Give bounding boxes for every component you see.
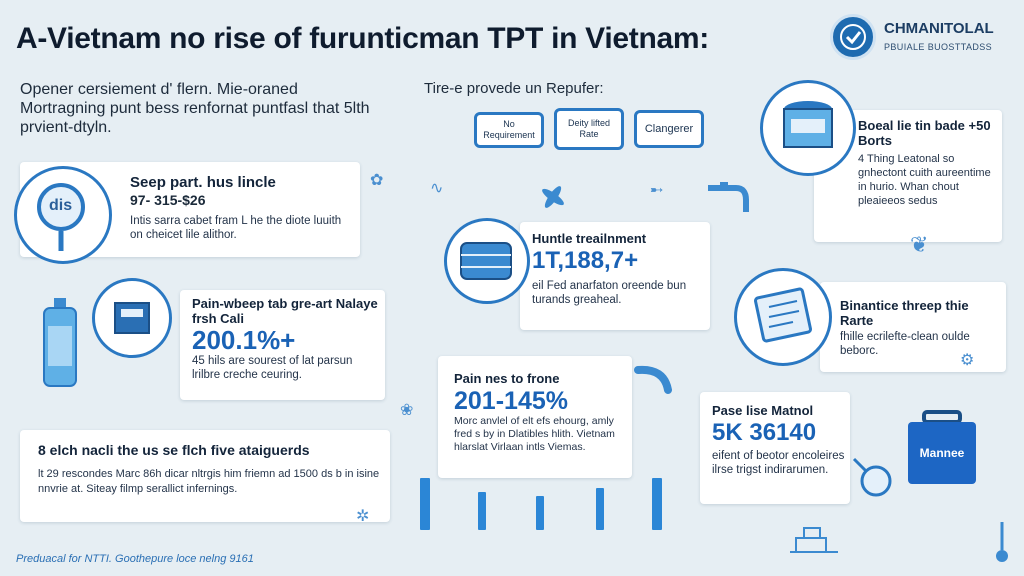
card2-stat: 200.1%+ — [192, 325, 296, 355]
jar-icon — [760, 80, 856, 176]
bubble-clangerer: Clangerer — [634, 110, 704, 148]
arrow-icon: ➸ — [650, 182, 664, 199]
card6-body: 4 Thing Leatonal so gnhectont cuith aure… — [858, 153, 991, 207]
card4-title: Huntle treailnment — [532, 231, 647, 246]
card8-title: Pase lise Matnol — [712, 403, 814, 418]
decor-bar — [420, 478, 430, 530]
card-binantice: Binantice threep thie Rarte fhille ecril… — [820, 282, 1006, 372]
machine-icon — [786, 520, 842, 556]
bottle-icon — [40, 296, 80, 388]
card-huntle-treatment: Huntle treailnment 1T,188,7+ eil Fed ana… — [520, 222, 710, 330]
syringe-icon — [990, 520, 1014, 564]
card4-stat: 1T,188,7+ — [532, 247, 639, 274]
card6-content: Boeal lie tin bade +50 Borts 4 Thing Lea… — [858, 118, 998, 208]
card1-title-wrap: Seep part. hus lincle 97- 315-$26 Intis … — [130, 174, 350, 242]
bubble-deity-rate: Deity lifted Rate — [554, 108, 624, 150]
card3-title: 8 elch nacli the us se flch five ataigue… — [38, 442, 310, 458]
card1-body: Intis sarra cabet fram L he the diote lu… — [130, 215, 342, 241]
card6-title: Boeal lie tin bade +50 Borts — [858, 118, 991, 148]
squiggle-icon: ∿ — [430, 180, 444, 197]
box-icon: Mannee — [904, 410, 980, 486]
brand-name: CHMANITOLAL — [884, 20, 994, 37]
bubble-no-requirement: No Requirement — [474, 112, 544, 148]
card8-body: eifent of beotor encoleires ilrse trigst… — [712, 450, 845, 476]
leaf-icon: ✿ — [370, 172, 384, 189]
card8-content: Pase lise Matnol 5K 36140 eifent of beot… — [712, 402, 848, 477]
card2-content: Pain-wbeep tab gre-art Nalaye frsh Cali … — [192, 296, 378, 382]
card-pase-lise: Pase lise Matnol 5K 36140 eifent of beot… — [700, 392, 850, 504]
card5-content: Pain nes to frone 201-145% Morc anvlel o… — [454, 370, 628, 454]
card5-stat: 201-145% — [454, 387, 568, 415]
card7-title: Binantice threep thie Rarte — [840, 298, 969, 328]
card-pain-nes: Pain nes to frone 201-145% Morc anvlel o… — [438, 356, 632, 478]
medal-icon — [830, 14, 876, 60]
document-icon — [734, 268, 832, 366]
magnifier-icon: dis — [14, 166, 112, 264]
card-each-nach: 8 elch nacli the us se flch five ataigue… — [20, 430, 390, 522]
card3-body: lt 29 rescondes Marc 86h dicar nltrgis h… — [38, 468, 380, 495]
card5-body: Morc anvlel of elt efs ehourg, amly fred… — [454, 415, 615, 453]
brand-logo: CHMANITOLAL PBUIALE BUOSTTADSS — [830, 14, 1016, 62]
decor-bar — [652, 478, 662, 530]
intro-text: Opener cersiement d' flern. Mie-oraned M… — [20, 81, 370, 136]
flask-icon — [850, 455, 894, 499]
card2-title: Pain-wbeep tab gre-art Nalaye frsh Cali — [192, 296, 378, 326]
propeller-icon — [538, 182, 568, 212]
plant-icon: ❦ — [910, 232, 929, 257]
card8-stat: 5K 36140 — [712, 419, 817, 446]
section-subhead: Tire-e provede un Repufer: — [424, 80, 604, 97]
decor-bar — [596, 488, 604, 530]
gear-icon: ⚙ — [960, 352, 975, 369]
faucet-icon — [706, 180, 756, 216]
card7-body: fhille ecrilefte-clean oulde beborc. — [840, 331, 970, 357]
sparkle-icon: ✲ — [356, 508, 370, 525]
decor-bar — [478, 492, 486, 530]
card1-title: Seep part. hus lincle — [130, 174, 276, 191]
card3-content: 8 elch nacli the us se flch five ataigue… — [38, 442, 382, 497]
magnifier-label: dis — [49, 197, 73, 214]
card-boeal: Boeal lie tin bade +50 Borts 4 Thing Lea… — [814, 110, 1002, 242]
pipe-icon — [634, 364, 674, 394]
card4-content: Huntle treailnment 1T,188,7+ eil Fed ana… — [532, 230, 704, 307]
footer-credit: Preduacal for NTTI. Goothepure loce neln… — [16, 553, 254, 565]
card1-stat: 97- 315-$26 — [130, 192, 206, 208]
card7-content: Binantice threep thie Rarte fhille ecril… — [840, 298, 1002, 358]
package-icon — [92, 278, 172, 358]
card5-title: Pain nes to frone — [454, 371, 560, 386]
decor-bar — [536, 496, 544, 530]
flower-icon: ❀ — [400, 402, 414, 419]
brand-subtitle: PBUIALE BUOSTTADSS — [884, 42, 993, 52]
card4-body: eil Fed anarfaton oreende bun turands gr… — [532, 280, 687, 306]
card2-body: 45 hils are sourest of lat parsun lrilbr… — [192, 355, 353, 381]
drum-icon — [444, 218, 530, 304]
card-pain-wbeep: Pain-wbeep tab gre-art Nalaye frsh Cali … — [180, 290, 385, 400]
page-title: A-Vietnam no rise of furunticman TPT in … — [16, 22, 709, 55]
box-label: Mannee — [919, 446, 965, 460]
